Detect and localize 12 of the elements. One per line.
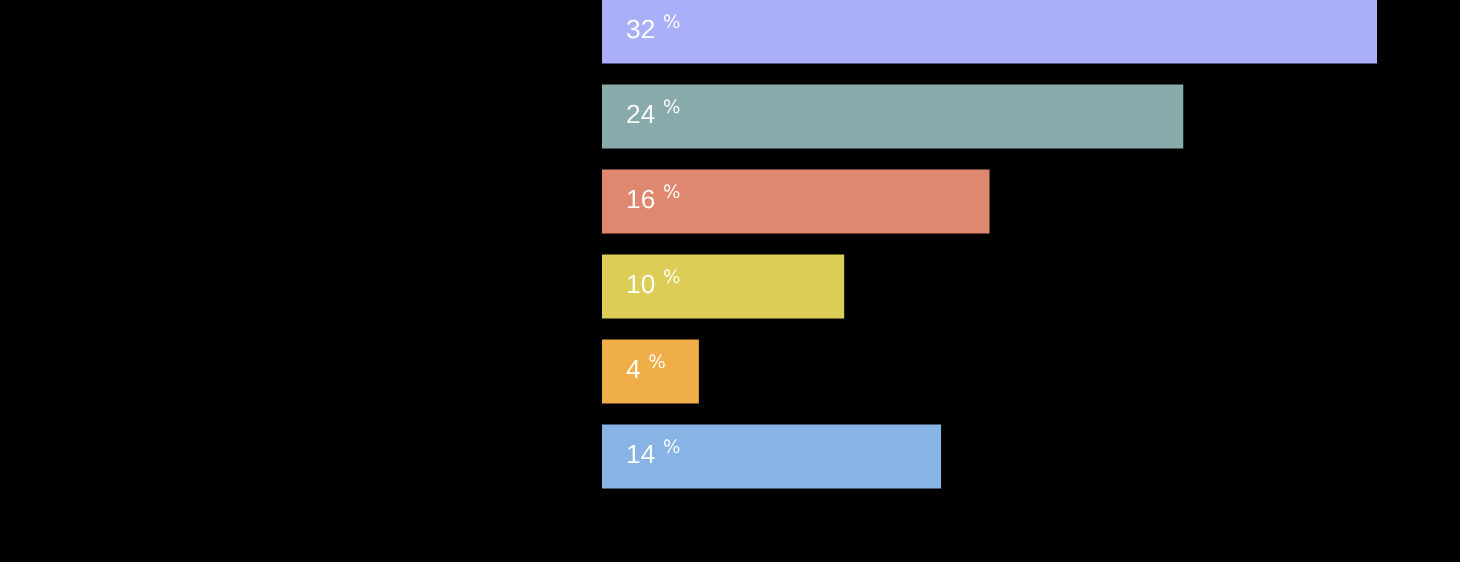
bar <box>602 424 942 489</box>
data-label: 16 $^{%}$ <box>628 184 680 209</box>
data-label: 24 $^{%}$ <box>627 99 680 124</box>
data-label: 4 $^{%}$ <box>626 354 665 379</box>
data-label: 14 $^{%}$ <box>628 439 680 464</box>
bar <box>602 0 1377 64</box>
data-label: 10 $^{%}$ <box>628 269 680 294</box>
data-label: 32 $^{%}$ <box>627 14 680 39</box>
bar <box>602 84 1184 149</box>
bar <box>602 169 990 234</box>
bar <box>602 339 699 404</box>
bar <box>602 254 845 319</box>
